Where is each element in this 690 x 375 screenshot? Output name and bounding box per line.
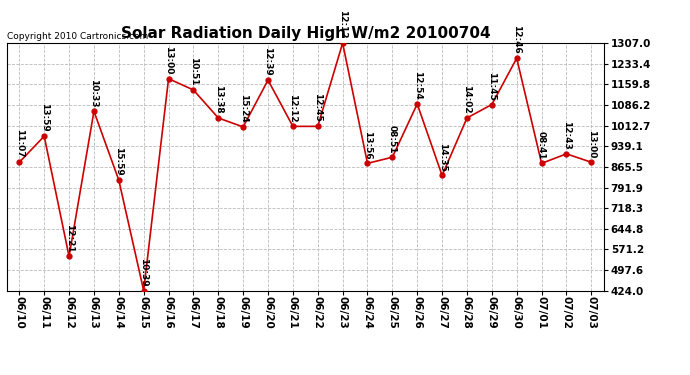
Text: 08:51: 08:51 [388,124,397,153]
Text: 13:38: 13:38 [214,85,223,114]
Text: 13:56: 13:56 [363,130,372,159]
Text: 14:35: 14:35 [437,142,446,171]
Text: 12:45: 12:45 [313,93,322,122]
Text: 14:02: 14:02 [462,85,471,114]
Text: 12:12: 12:12 [288,94,297,122]
Text: 12:12: 12:12 [338,10,347,39]
Text: 12:54: 12:54 [413,71,422,100]
Text: 15:24: 15:24 [239,94,248,123]
Text: 10:51: 10:51 [189,57,198,86]
Text: 12:46: 12:46 [512,26,521,54]
Text: 08:41: 08:41 [537,130,546,159]
Text: 13:00: 13:00 [586,130,596,158]
Text: 13:00: 13:00 [164,46,173,75]
Text: 11:45: 11:45 [487,72,496,100]
Text: 10:33: 10:33 [90,79,99,107]
Text: 11:07: 11:07 [14,129,24,158]
Title: Solar Radiation Daily High W/m2 20100704: Solar Radiation Daily High W/m2 20100704 [121,26,490,40]
Text: 12:43: 12:43 [562,121,571,150]
Text: 10:39: 10:39 [139,258,148,286]
Text: 13:59: 13:59 [40,103,49,132]
Text: Copyright 2010 Cartronics.com: Copyright 2010 Cartronics.com [7,32,148,40]
Text: 12:21: 12:21 [65,224,74,252]
Text: 15:59: 15:59 [115,147,124,176]
Text: 12:39: 12:39 [264,47,273,76]
